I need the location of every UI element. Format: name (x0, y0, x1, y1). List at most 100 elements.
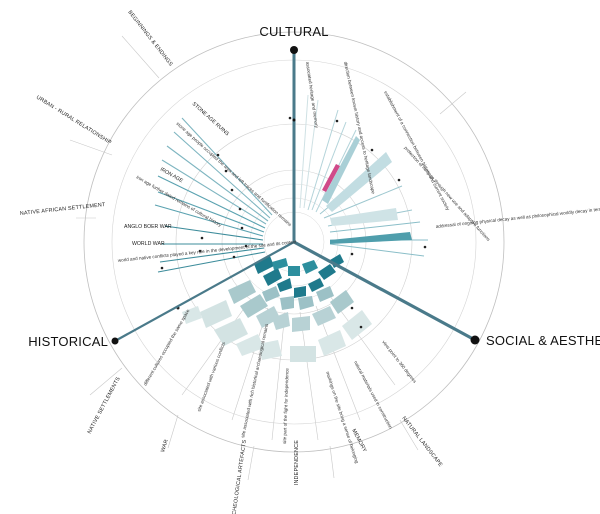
axis-title-social-aesthetic: SOCIAL & AESTHETIC (486, 333, 600, 348)
bar-mid-4 (272, 312, 290, 330)
historical-markers (160, 153, 248, 270)
bar-mid-11 (316, 286, 334, 302)
bar-outer-3 (236, 334, 264, 356)
bar-outer-5 (290, 346, 316, 362)
bar-mid-9 (280, 296, 294, 310)
axis-social-aesthetic (293, 240, 476, 342)
cult-spoke-11 (329, 243, 425, 257)
cult-spoke-3 (307, 109, 339, 211)
bar-outer-1 (200, 300, 232, 328)
outer-label-urban-rural: URBAN - RURAL RELATIONSHIP (35, 95, 113, 147)
bar-outer-6 (318, 330, 346, 356)
marker (240, 226, 244, 230)
label-anglo-boer: ANGLO BOER WAR (124, 224, 172, 230)
bar-mid-10 (298, 296, 314, 310)
hist-spoke-1 (181, 117, 273, 216)
outer-label-native-african: NATIVE AFRICAN SETTLEMENT (20, 202, 107, 217)
spoke-4 (299, 311, 319, 441)
hist-spoke-4 (161, 159, 267, 225)
bar-dark-6 (318, 264, 336, 280)
label-site-conflicts: site associated with various conflicts (196, 341, 226, 413)
marker (244, 244, 248, 248)
bar-dark-2 (263, 268, 282, 286)
label-iron-age: IRON AGE (159, 167, 184, 185)
bar-mid-8 (262, 286, 280, 302)
label-independence-fight: site part of the fight for independence (282, 368, 290, 444)
wedge-2 (326, 152, 392, 212)
hist-spoke-10 (159, 247, 265, 263)
spoke-3 (271, 311, 286, 441)
axis-end-historical (111, 337, 119, 345)
hist-spoke-8 (164, 225, 264, 241)
cult-spoke-1 (299, 94, 309, 209)
hist-spoke-5 (157, 175, 266, 229)
divider-8 (399, 419, 419, 451)
outer-label-independence: INDEPENDENCE (294, 440, 300, 485)
wedge-1 (322, 136, 360, 204)
bar-outer-2 (214, 318, 248, 346)
label-stone-age: STONE AGE RUINS (191, 101, 231, 138)
divider-9 (439, 91, 467, 115)
outer-label-natural-landscape: NATURAL LANDSCAPE (400, 416, 443, 469)
outer-label-native-settlements: NATIVE SETTLEMENTS (87, 376, 122, 435)
bar-dark-1 (254, 256, 274, 274)
marker (335, 119, 339, 123)
marker (350, 306, 354, 310)
axis-mid-cultural (292, 118, 296, 122)
wedge-3 (330, 208, 398, 226)
bar-dark-8 (272, 258, 288, 270)
hist-spoke-11 (157, 251, 266, 273)
divider-4 (89, 367, 123, 396)
bar-dark-5 (308, 278, 324, 292)
divider-7 (329, 445, 335, 479)
bar-mid-2 (240, 294, 268, 318)
axis-title-cultural: CULTURAL (259, 24, 328, 39)
lower-bars (182, 254, 372, 362)
bar-mid-1 (228, 280, 256, 304)
spoke-5 (315, 305, 361, 421)
marker (423, 245, 427, 249)
outer-label-beginnings: BEGINNINGS & ENDINGS (126, 10, 173, 68)
outer-label-archaeological: ARCHEOLOGICAL ARTEFACTS (230, 439, 248, 514)
axis-end-cultural (290, 46, 298, 54)
bar-outer-4 (258, 340, 282, 360)
marker (350, 252, 354, 256)
bar-mid-6 (312, 306, 336, 326)
outer-dividers (69, 35, 467, 481)
divider-5 (167, 414, 179, 449)
marker (238, 207, 242, 211)
label-world-war: WORLD WAR (132, 241, 165, 247)
bar-outer-7 (342, 310, 372, 340)
bar-mid-5 (292, 316, 310, 332)
marker (200, 236, 204, 240)
marker (370, 148, 374, 152)
historical-spokes (154, 117, 273, 273)
bar-mid-3 (256, 306, 280, 328)
hist-spoke-6 (157, 191, 265, 233)
bar-mid-7 (330, 290, 354, 314)
axis-end-social (470, 335, 480, 345)
cultural-markers (288, 116, 427, 310)
cult-spoke-4 (311, 121, 347, 211)
marker (232, 255, 236, 259)
marker (224, 169, 228, 173)
axis-historical (114, 241, 295, 342)
label-view-point: view point to 360 degrees (381, 340, 418, 385)
cultural-wedges (322, 136, 412, 244)
label-associated-heritage: associated heritage and memory (305, 61, 319, 128)
marker (216, 153, 220, 157)
wedge-4 (330, 232, 412, 244)
cult-spoke-9 (329, 221, 421, 233)
accent-1 (322, 164, 340, 192)
marker (160, 266, 164, 270)
label-different-cultures: different cultures occupied the same spa… (143, 308, 191, 386)
outer-ring (83, 31, 505, 453)
bar-dark-10 (302, 260, 318, 274)
label-natural-materials: natural materials used in construction (353, 360, 393, 430)
spoke-1 (181, 299, 251, 396)
label-establishment: establishment of a connection between hi… (383, 90, 451, 212)
divider-1 (121, 35, 160, 79)
main-axes (111, 46, 480, 345)
